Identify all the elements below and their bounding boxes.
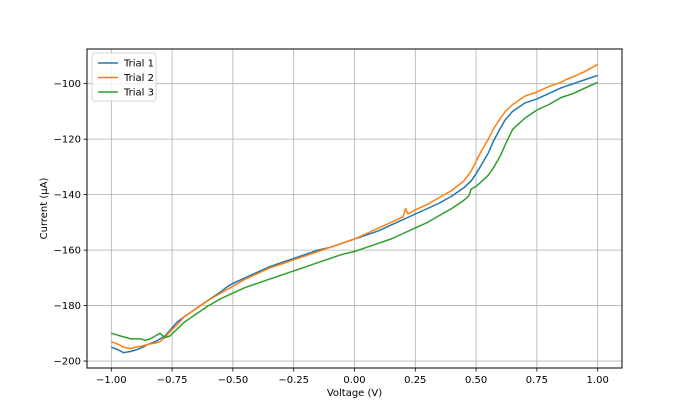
y-tick-label: −140 [54,190,81,201]
y-tick-label: −180 [54,301,81,312]
x-axis-label: Voltage (V) [327,388,382,399]
x-tick-label: −1.00 [96,375,127,386]
y-axis-label: Current (μA) [39,178,50,240]
x-tick-label: 0.50 [465,375,487,386]
x-axis-ticks: −1.00 −0.75 −0.50 −0.25 0.00 0.25 0.50 0.75 1.00 [96,368,609,386]
legend-box [91,52,157,102]
x-tick-label: 0.00 [343,375,365,386]
legend: Trial 1 Trial 2 Trial 3 [91,52,157,102]
y-tick-label: −200 [54,357,81,368]
y-axis-ticks: −200 −180 −160 −140 −120 −100 [54,79,87,368]
x-tick-label: 0.25 [404,375,426,386]
series-line-trial-2 [111,63,599,350]
x-tick-label: −0.75 [157,375,188,386]
grid [87,49,622,368]
legend-label-trial-2: Trial 2 [123,73,154,84]
y-tick-label: −100 [54,79,81,90]
series-line-trial-3 [111,81,599,342]
x-tick-label: −0.25 [278,375,309,386]
y-tick-label: −160 [54,246,81,257]
legend-label-trial-3: Trial 3 [123,88,154,99]
x-tick-label: 0.75 [526,375,548,386]
legend-label-trial-1: Trial 1 [123,59,154,70]
y-tick-label: −120 [54,135,81,146]
x-tick-label: −0.50 [218,375,249,386]
x-tick-label: 1.00 [587,375,609,386]
series-lines [111,63,599,354]
